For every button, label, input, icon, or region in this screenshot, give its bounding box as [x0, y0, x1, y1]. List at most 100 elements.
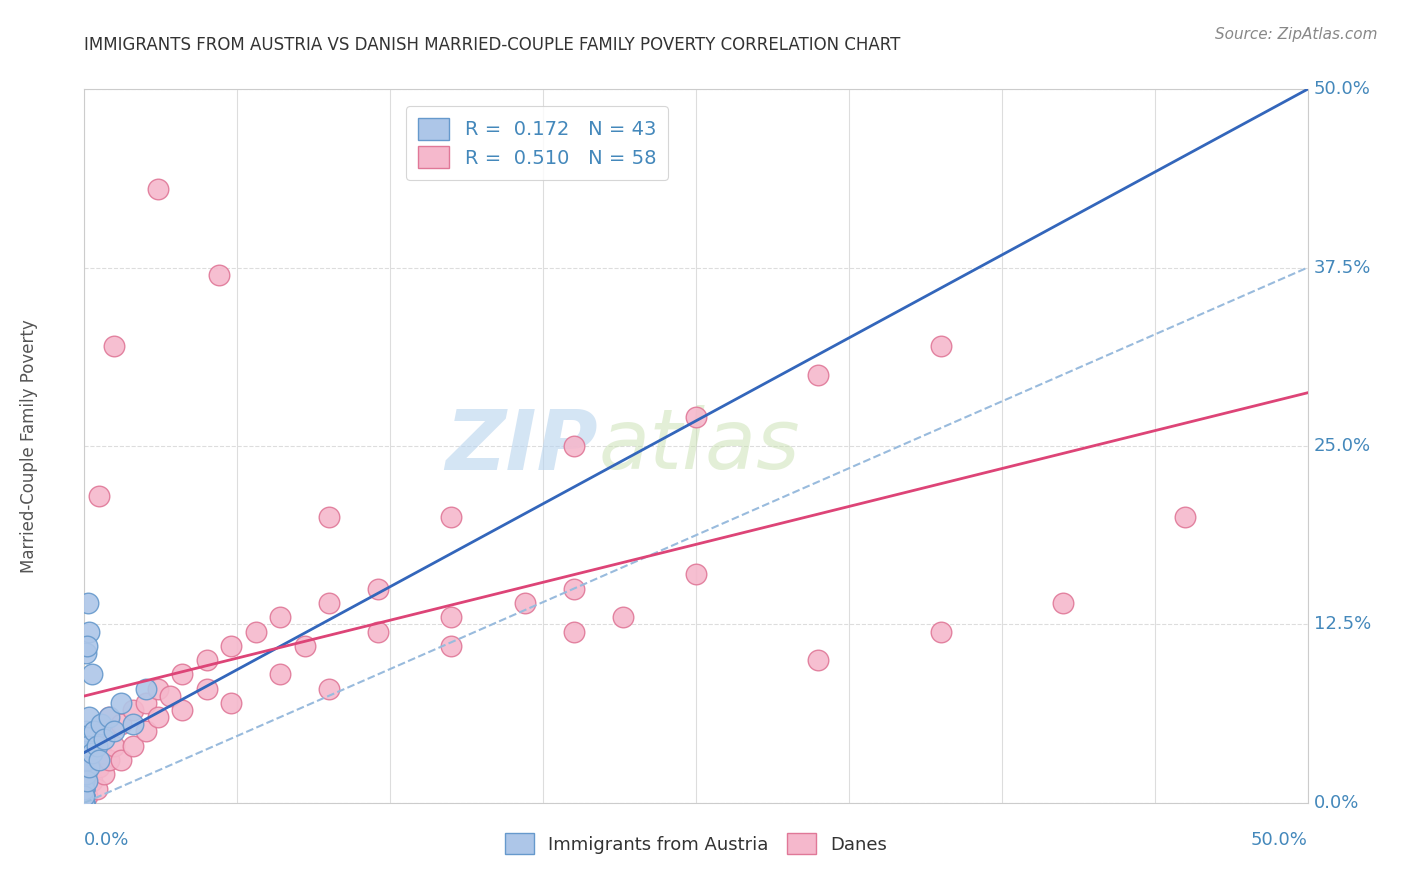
Point [318, 681, 340, 696]
Point [76, 639, 98, 653]
Point [73, 760, 96, 774]
Point [440, 510, 463, 524]
Point [73, 767, 96, 781]
Point [612, 610, 634, 624]
Text: 0.0%: 0.0% [84, 831, 129, 849]
Point [83, 753, 105, 767]
Point [73, 781, 96, 796]
Point [318, 510, 340, 524]
Point [75, 724, 97, 739]
Point [90, 717, 112, 731]
Point [110, 753, 132, 767]
Point [73, 746, 96, 760]
Point [77, 624, 100, 639]
Point [367, 582, 389, 596]
Point [440, 610, 463, 624]
Point [208, 268, 231, 282]
Point [807, 653, 830, 667]
Point [135, 724, 157, 739]
Text: Source: ZipAtlas.com: Source: ZipAtlas.com [1215, 27, 1378, 42]
Point [73, 789, 96, 803]
Point [86, 739, 108, 753]
Point [929, 624, 952, 639]
Text: 25.0%: 25.0% [1313, 437, 1371, 455]
Point [90, 746, 112, 760]
Text: 50.0%: 50.0% [1313, 80, 1371, 98]
Point [172, 667, 194, 681]
Point [245, 624, 267, 639]
Point [146, 710, 169, 724]
Point [73, 753, 96, 767]
Point [122, 717, 145, 731]
Point [103, 339, 125, 353]
Point [77, 710, 100, 724]
Point [80, 774, 103, 789]
Point [73, 753, 96, 767]
Text: atlas: atlas [598, 406, 800, 486]
Point [73, 796, 96, 810]
Text: ZIP: ZIP [446, 406, 598, 486]
Point [269, 667, 291, 681]
Point [87, 489, 110, 503]
Text: 37.5%: 37.5% [1313, 259, 1371, 277]
Point [73, 781, 96, 796]
Point [75, 646, 97, 660]
Point [135, 696, 157, 710]
Point [367, 624, 389, 639]
Text: IMMIGRANTS FROM AUSTRIA VS DANISH MARRIED-COUPLE FAMILY POVERTY CORRELATION CHAR: IMMIGRANTS FROM AUSTRIA VS DANISH MARRIE… [84, 36, 901, 54]
Point [73, 781, 96, 796]
Point [77, 767, 100, 781]
Point [103, 724, 125, 739]
Point [73, 796, 96, 810]
Point [159, 689, 181, 703]
Point [73, 739, 96, 753]
Point [77, 739, 100, 753]
Point [929, 339, 952, 353]
Point [87, 753, 110, 767]
Point [93, 724, 115, 739]
Point [219, 639, 242, 653]
Point [73, 774, 96, 789]
Point [172, 703, 194, 717]
Point [75, 767, 97, 781]
Point [97, 753, 120, 767]
Point [513, 596, 536, 610]
Text: 50.0%: 50.0% [1251, 831, 1308, 849]
Point [122, 739, 145, 753]
Point [146, 681, 169, 696]
Point [122, 703, 145, 717]
Point [110, 696, 132, 710]
Point [294, 639, 316, 653]
Point [562, 439, 585, 453]
Point [97, 710, 120, 724]
Point [77, 596, 100, 610]
Point [80, 667, 103, 681]
Text: Married-Couple Family Poverty: Married-Couple Family Poverty [20, 319, 38, 573]
Point [73, 789, 96, 803]
Text: 12.5%: 12.5% [1313, 615, 1371, 633]
Point [103, 739, 125, 753]
Point [76, 753, 98, 767]
Point [73, 789, 96, 803]
Point [73, 796, 96, 810]
Point [86, 739, 108, 753]
Point [195, 653, 218, 667]
Point [73, 774, 96, 789]
Point [76, 774, 98, 789]
Point [73, 796, 96, 810]
Text: 0.0%: 0.0% [1313, 794, 1360, 812]
Point [110, 717, 132, 731]
Point [87, 760, 110, 774]
Point [1052, 596, 1074, 610]
Point [562, 624, 585, 639]
Point [76, 789, 98, 803]
Point [83, 724, 105, 739]
Point [219, 696, 242, 710]
Point [269, 610, 291, 624]
Point [562, 582, 585, 596]
Legend: Immigrants from Austria, Danes: Immigrants from Austria, Danes [494, 822, 898, 865]
Point [135, 681, 157, 696]
Point [685, 567, 707, 582]
Point [440, 639, 463, 653]
Point [685, 410, 707, 425]
